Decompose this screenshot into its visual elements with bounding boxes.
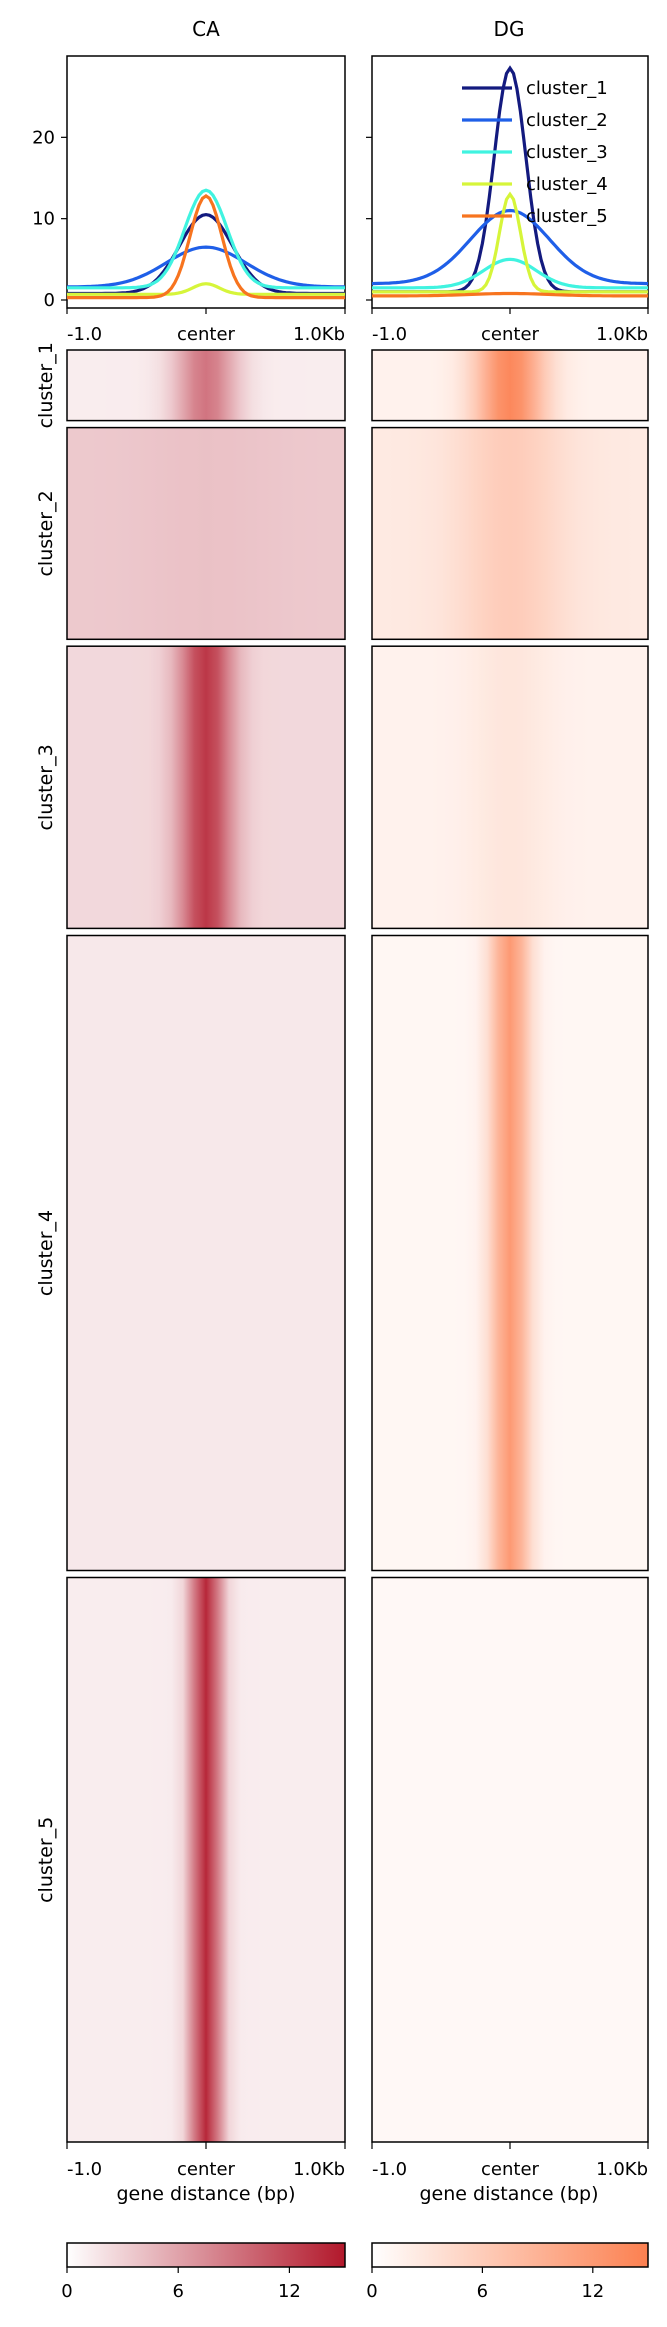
x-tick-label: center — [177, 324, 236, 345]
x-tick-label: center — [481, 2159, 540, 2180]
profile-line-cluster_4 — [372, 191, 648, 294]
legend-label-cluster_5: cluster_5 — [526, 206, 608, 227]
heatmap-block-cluster_5 — [371, 1576, 649, 2143]
profile-legend: cluster_1 cluster_2 cluster_3 cluster_4clus… — [462, 78, 608, 227]
x-tick-label: 1.0Kb — [293, 2159, 345, 2180]
profile-line-cluster_4 — [67, 282, 345, 296]
profile-plot-dg: -1.0 center 1.0Kb — [366, 55, 649, 345]
profile-line-cluster_1 — [67, 212, 345, 296]
y-tick-label: 20 — [32, 127, 55, 148]
heatmap-block-cluster_3 — [371, 645, 649, 930]
colorbar-ca — [66, 2242, 346, 2268]
colorbar-tick-label: 12 — [581, 2281, 604, 2302]
heatmap-block-cluster_2 — [66, 426, 346, 641]
colorbar-tick-label: 0 — [61, 2281, 72, 2302]
profile-line-cluster_2 — [371, 208, 649, 286]
heatmap-block-cluster_3 — [66, 645, 346, 930]
profile-line-cluster_5 — [67, 193, 345, 300]
x-tick-label: center — [177, 2159, 236, 2180]
profile-line-cluster_2 — [67, 245, 345, 289]
profile-line-cluster_5 — [372, 291, 648, 298]
heatmap-ca — [66, 349, 346, 2143]
y-tick-label: 10 — [32, 209, 55, 230]
cluster-label-cluster_4: cluster_4 — [35, 1210, 57, 1296]
cluster-label-cluster_1: cluster_1 — [35, 342, 57, 428]
column-title-dg: DG — [494, 17, 525, 41]
x-tick-label: 1.0Kb — [596, 324, 648, 345]
x-tick-label: -1.0 — [372, 324, 407, 345]
cluster-label-cluster_5: cluster_5 — [35, 1817, 57, 1903]
x-tick-label: -1.0 — [67, 2159, 102, 2180]
x-tick-label: -1.0 — [372, 2159, 407, 2180]
colorbar-tick-label: 0 — [366, 2281, 377, 2302]
colorbar-dg — [371, 2242, 649, 2268]
x-tick-label: center — [481, 324, 540, 345]
colorbars: 0 6 12 0 6 12 — [61, 2242, 649, 2302]
legend-label-cluster_4: cluster_4 — [526, 174, 608, 195]
heatmap-block-cluster_1 — [371, 349, 649, 422]
heatmap-block-cluster_4 — [371, 934, 649, 1572]
legend-label-cluster_2: cluster_2 — [526, 110, 608, 131]
x-tick-label: -1.0 — [67, 324, 102, 345]
column-title-ca: CA — [192, 17, 220, 41]
x-tick-label: 1.0Kb — [596, 2159, 648, 2180]
x-axis-label-ca: gene distance (bp) — [116, 2183, 295, 2205]
x-tick-label: 1.0Kb — [293, 324, 345, 345]
cluster-label-cluster_2: cluster_2 — [35, 490, 57, 576]
y-tick-label: 0 — [44, 290, 55, 311]
profile-plot-ca: 0 10 20 -1.0 center 1.0Kb — [32, 55, 346, 345]
heatmap-block-cluster_2 — [371, 426, 649, 641]
legend-label-cluster_3: cluster_3 — [526, 142, 608, 163]
legend-label-cluster_1: cluster_1 — [526, 78, 608, 99]
profile-line-cluster_3 — [67, 188, 345, 290]
cluster-labels: cluster_1 cluster_2 cluster_3 cluster_4clus… — [35, 342, 57, 1903]
heatmap-dg — [371, 349, 649, 2143]
heatmap-block-cluster_4 — [66, 934, 346, 1572]
x-axis-label-dg: gene distance (bp) — [419, 2183, 598, 2205]
cluster-label-cluster_3: cluster_3 — [35, 744, 57, 830]
colorbar-tick-label: 12 — [278, 2281, 301, 2302]
colorbar-tick-label: 6 — [477, 2281, 488, 2302]
heatmap-block-cluster_5 — [66, 1576, 346, 2143]
heatmap-x-axes: -1.0 center 1.0Kb -1.0 center 1.0Kb — [66, 2142, 649, 2180]
profile-frame — [66, 55, 346, 309]
heatmap-block-cluster_1 — [66, 349, 346, 422]
colorbar-tick-label: 6 — [172, 2281, 183, 2302]
profile-line-cluster_3 — [372, 257, 648, 290]
